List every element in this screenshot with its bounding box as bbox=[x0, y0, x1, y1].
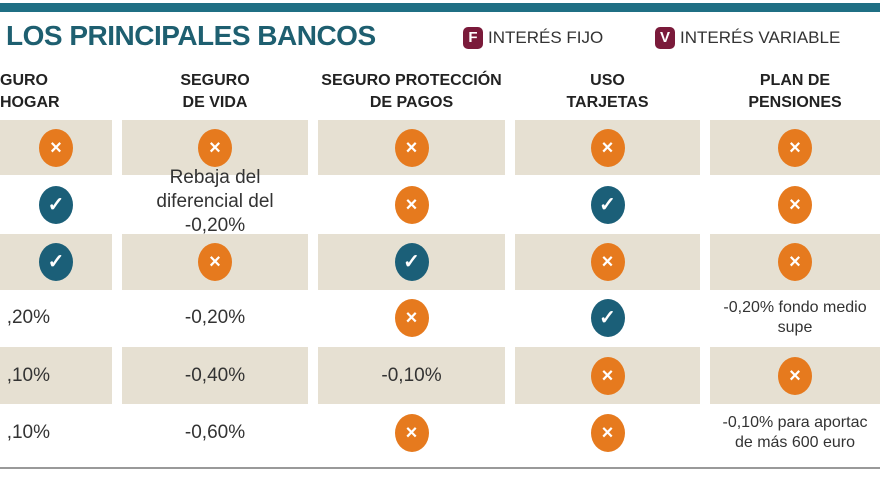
table-cell: × bbox=[318, 177, 505, 233]
check-icon: ✓ bbox=[590, 186, 625, 224]
legend-label: INTERÉS VARIABLE bbox=[680, 28, 841, 47]
cross-icon: × bbox=[778, 356, 812, 395]
header-line: GURO bbox=[0, 72, 48, 89]
cross-icon: × bbox=[198, 243, 232, 281]
check-icon: ✓ bbox=[590, 299, 625, 337]
table-cell: × bbox=[710, 347, 880, 404]
column-header: PLAN DE PENSIONES bbox=[710, 70, 880, 116]
table-cell: × bbox=[122, 120, 308, 175]
table-cell: × bbox=[515, 404, 700, 461]
cell-text: -0,40% bbox=[184, 364, 246, 386]
legend-fixed: F INTERÉS FIJO bbox=[463, 27, 603, 49]
table-cell: × bbox=[318, 120, 505, 175]
cross-icon: × bbox=[394, 186, 429, 224]
header-line: PLAN DE bbox=[759, 72, 831, 89]
cell-text: ,10% bbox=[6, 421, 50, 443]
column-header: SEGURO PROTECCIÓN DE PAGOS bbox=[318, 70, 505, 116]
cross-icon: × bbox=[590, 356, 625, 395]
cross-icon: × bbox=[198, 128, 232, 167]
table-cell: × bbox=[318, 290, 505, 346]
legend-variable: V INTERÉS VARIABLE bbox=[655, 27, 840, 49]
table-cell: × bbox=[710, 234, 880, 290]
column-header: SEGURO DE VIDA bbox=[122, 70, 308, 116]
table-cell: ,20% bbox=[0, 290, 112, 346]
check-icon: ✓ bbox=[394, 243, 429, 281]
table-cell: ✓ bbox=[515, 290, 700, 346]
column-header: GURO HOGAR bbox=[0, 70, 112, 116]
cell-text: -0,60% bbox=[184, 421, 246, 443]
table-cell: ✓ bbox=[0, 234, 112, 290]
cross-icon: × bbox=[590, 413, 625, 452]
table-cell: ✓ bbox=[318, 234, 505, 290]
table-cell: × bbox=[0, 120, 112, 175]
table-cell: × bbox=[122, 234, 308, 290]
cell-text: -0,10% bbox=[381, 364, 442, 386]
cross-icon: × bbox=[590, 128, 625, 167]
header-line: DE PAGOS bbox=[369, 94, 454, 111]
table-cell: × bbox=[710, 120, 880, 175]
header-line: DE VIDA bbox=[182, 94, 248, 111]
cross-icon: × bbox=[778, 243, 812, 281]
bottom-divider bbox=[0, 467, 880, 469]
legend-label: INTERÉS FIJO bbox=[488, 28, 604, 47]
cell-text: Rebaja del diferencial del -0,20% bbox=[156, 167, 274, 236]
column-header: USO TARJETAS bbox=[515, 70, 700, 116]
cell-text: ,10% bbox=[6, 364, 50, 386]
header-line: PENSIONES bbox=[748, 94, 842, 111]
top-accent-bar bbox=[0, 3, 880, 12]
cell-text: -0,20% bbox=[184, 307, 246, 328]
table-cell: -0,60% bbox=[122, 404, 308, 461]
cross-icon: × bbox=[394, 413, 429, 452]
table-cell: -0,20% fondo medio supe bbox=[710, 290, 880, 346]
table-cell: ✓ bbox=[515, 177, 700, 233]
table-cell: ,10% bbox=[0, 404, 112, 461]
cell-text: -0,10% para aportac de más 600 euro bbox=[722, 413, 868, 451]
variable-badge-icon: V bbox=[655, 27, 675, 49]
page-title: LOS PRINCIPALES BANCOS bbox=[6, 20, 376, 51]
table-cell: × bbox=[515, 347, 700, 404]
fixed-badge-icon: F bbox=[463, 27, 483, 49]
cell-text: -0,20% fondo medio supe bbox=[723, 299, 867, 336]
check-icon: ✓ bbox=[39, 243, 73, 281]
table-cell: × bbox=[515, 120, 700, 175]
cell-text: ,20% bbox=[6, 307, 50, 328]
header-line: SEGURO bbox=[180, 72, 250, 89]
table-cell: × bbox=[710, 177, 880, 233]
table-cell: -0,10% bbox=[318, 347, 505, 404]
cross-icon: × bbox=[778, 186, 812, 224]
header-line: SEGURO PROTECCIÓN bbox=[321, 72, 502, 89]
header-line: TARJETAS bbox=[566, 94, 649, 111]
table-cell: × bbox=[318, 404, 505, 461]
header-line: HOGAR bbox=[0, 94, 60, 111]
check-icon: ✓ bbox=[39, 186, 73, 224]
cross-icon: × bbox=[394, 128, 429, 167]
table-cell: -0,40% bbox=[122, 347, 308, 404]
cross-icon: × bbox=[39, 128, 73, 167]
cross-icon: × bbox=[778, 128, 812, 167]
header-line: USO bbox=[590, 72, 625, 89]
table-cell: Rebaja del diferencial del -0,20% bbox=[122, 167, 308, 236]
cross-icon: × bbox=[394, 299, 429, 337]
table-cell: ✓ bbox=[0, 177, 112, 233]
table-cell: -0,20% bbox=[122, 290, 308, 346]
cross-icon: × bbox=[590, 243, 625, 281]
table-cell: × bbox=[515, 234, 700, 290]
table-cell: ,10% bbox=[0, 347, 112, 404]
table-cell: -0,10% para aportac de más 600 euro bbox=[710, 404, 880, 461]
